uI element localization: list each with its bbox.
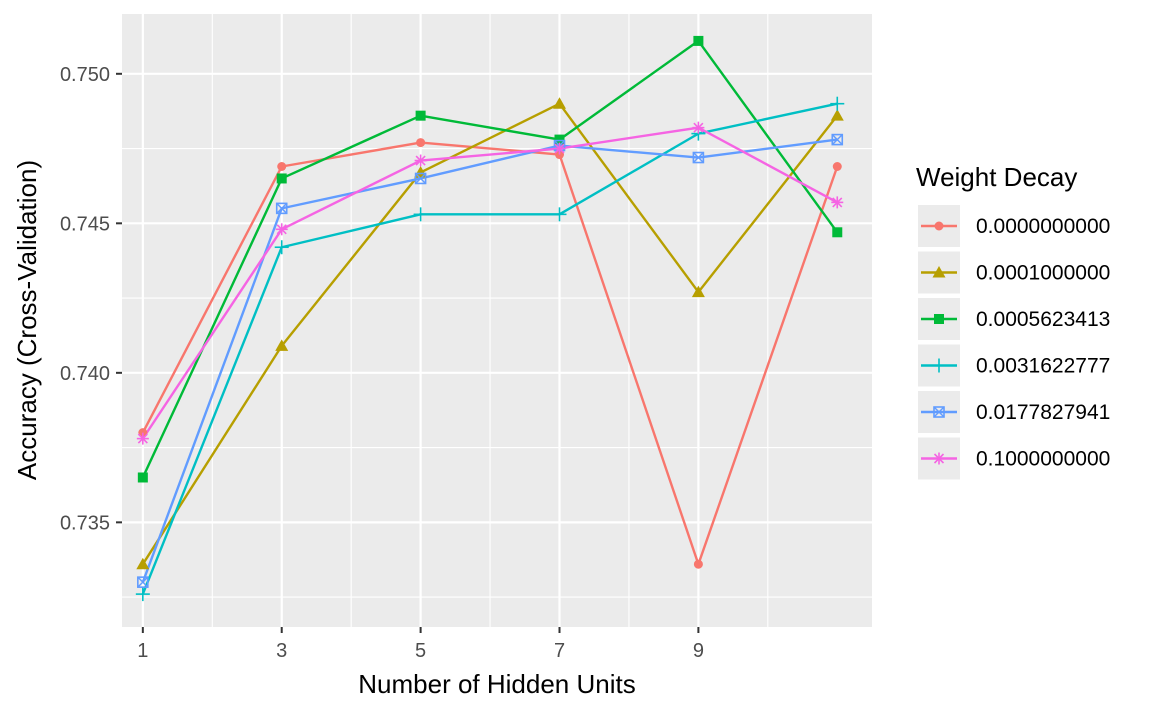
data-point [277, 162, 287, 172]
legend-item: 0.0177827941 [918, 391, 1110, 433]
legend-label: 0.0031622777 [976, 355, 1110, 378]
series-line [141, 102, 838, 595]
y-tick-label: 0.750 [60, 64, 110, 86]
x-tick-label: 5 [415, 640, 426, 662]
data-point [692, 121, 705, 134]
panel-background [122, 14, 872, 627]
data-point [831, 196, 844, 209]
legend-key-symbol [933, 406, 945, 418]
y-axis: 0.735 0.740 0.745 0.750 [60, 64, 122, 534]
legend-label: 0.0005623413 [976, 308, 1110, 331]
x-tick-label: 7 [554, 640, 565, 662]
data-point [137, 576, 149, 588]
y-tick-label: 0.735 [60, 512, 110, 534]
x-axis-title: Number of Hidden Units [358, 669, 635, 699]
data-point [275, 202, 288, 215]
data-point [413, 207, 428, 222]
x-tick-label: 1 [137, 640, 148, 662]
data-point [832, 227, 843, 238]
legend-label: 0.0001000000 [976, 262, 1110, 285]
legend-key-symbol [934, 221, 944, 231]
legend-key-symbol [934, 314, 944, 324]
data-point [552, 207, 567, 222]
legend-item: 0.0001000000 [918, 251, 1110, 294]
x-axis: 1 3 5 7 9 [137, 627, 704, 662]
data-point [831, 133, 844, 146]
y-tick-label: 0.740 [60, 363, 110, 385]
data-point [136, 432, 149, 445]
data-point [415, 110, 426, 121]
legend-key-symbol [932, 266, 946, 278]
data-point [692, 151, 705, 164]
data-point [414, 154, 427, 167]
data-point [275, 339, 289, 351]
legend-item: 0.0005623413 [918, 298, 1110, 340]
series-line [141, 126, 838, 440]
data-point [693, 559, 703, 569]
data-point [274, 240, 289, 255]
data-point [275, 223, 288, 236]
data-point [693, 35, 704, 46]
series-lines [141, 39, 839, 595]
data-point [416, 138, 426, 148]
legend-label: 0.0000000000 [976, 215, 1110, 238]
series-line [141, 102, 839, 565]
data-point [830, 96, 845, 111]
series-line [141, 141, 839, 566]
data-point [830, 109, 844, 121]
legend-label: 0.0177827941 [976, 401, 1110, 424]
data-point [553, 142, 566, 155]
legend-label: 0.1000000000 [976, 448, 1110, 471]
legend: Weight Decay 0.0000000000 0.0001000000 0.0… [916, 162, 1110, 480]
data-point [553, 97, 566, 109]
data-point [832, 162, 842, 172]
data-point [135, 587, 150, 602]
data-point [136, 557, 150, 570]
legend-item: 0.1000000000 [918, 437, 1110, 480]
legend-item: 0.0031622777 [918, 344, 1110, 387]
x-tick-label: 9 [693, 640, 704, 662]
data-point [554, 134, 565, 145]
data-point [276, 173, 287, 184]
x-tick-label: 3 [276, 640, 287, 662]
legend-key-symbol [933, 452, 945, 465]
series-line [141, 138, 838, 583]
series-line [141, 39, 839, 478]
y-tick-label: 0.745 [60, 213, 110, 235]
data-point [414, 172, 427, 185]
legend-key-symbol [932, 358, 946, 373]
data-point [137, 472, 148, 483]
legend-title: Weight Decay [916, 162, 1077, 192]
legend-item: 0.0000000000 [918, 205, 1110, 247]
series-points [135, 35, 845, 602]
data-point [691, 285, 705, 298]
y-axis-title: Accuracy (Cross-Validation) [12, 160, 42, 480]
